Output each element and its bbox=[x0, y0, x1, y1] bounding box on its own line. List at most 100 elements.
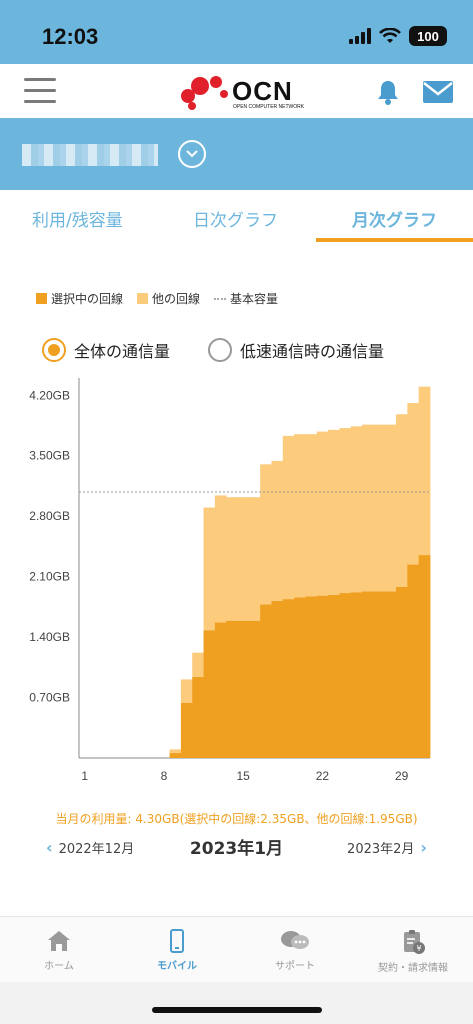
bar-other-line bbox=[328, 429, 340, 595]
bar-selected-line bbox=[260, 604, 272, 758]
bar-other-line bbox=[396, 414, 408, 587]
nav-support-label: サポート bbox=[275, 961, 315, 972]
bar-selected-line bbox=[373, 591, 386, 758]
x-tick-label: 1 bbox=[81, 769, 88, 783]
x-tick-label: 8 bbox=[161, 769, 168, 783]
billing-icon: ¥ bbox=[404, 930, 425, 954]
y-tick-label: 0.70GB bbox=[29, 691, 70, 705]
next-month-label: 2023年2月 bbox=[347, 842, 415, 857]
y-tick-label: 2.80GB bbox=[29, 509, 70, 523]
radio-button-total[interactable] bbox=[42, 338, 66, 362]
bar-selected-line bbox=[271, 600, 284, 758]
bar-selected-line bbox=[192, 676, 204, 758]
prev-month-label: 2022年12月 bbox=[58, 842, 135, 857]
traffic-type-radio-group: 全体の通信量 低速通信時の通信量 bbox=[42, 338, 422, 362]
bar-selected-line bbox=[169, 752, 182, 758]
bar-other-line bbox=[350, 426, 363, 593]
status-bar: 12:03 100 bbox=[0, 0, 473, 64]
chevron-down-icon[interactable] bbox=[178, 140, 206, 168]
bar-other-line bbox=[226, 497, 238, 621]
x-tick-label: 29 bbox=[395, 769, 409, 783]
prev-month-button[interactable]: ‹ 2022年12月 bbox=[40, 838, 134, 857]
bar-other-line bbox=[294, 434, 306, 598]
next-month-button[interactable]: 2023年2月 › bbox=[347, 838, 433, 857]
support-chat-icon bbox=[281, 931, 309, 949]
bar-other-line bbox=[192, 652, 204, 677]
radio-low-speed-traffic[interactable]: 低速通信時の通信量 bbox=[208, 338, 384, 362]
bar-other-line bbox=[237, 497, 250, 621]
tab-usage-remaining[interactable]: 利用/残容量 bbox=[32, 211, 123, 231]
bar-other-line bbox=[180, 679, 193, 703]
bar-selected-line bbox=[328, 594, 340, 758]
home-icon bbox=[48, 931, 70, 951]
nav-mobile[interactable]: モバイル bbox=[118, 929, 236, 972]
nav-home-label: ホーム bbox=[44, 961, 74, 972]
nav-home[interactable]: ホーム bbox=[0, 929, 118, 972]
wifi-icon bbox=[379, 28, 401, 43]
x-tick-label: 22 bbox=[316, 769, 330, 783]
bar-selected-line bbox=[396, 587, 408, 758]
mobile-icon bbox=[170, 929, 184, 953]
chevron-left-icon: ‹ bbox=[46, 838, 53, 857]
mail-icon[interactable] bbox=[422, 80, 454, 104]
ocn-logo: OCN OPEN COMPUTER NETWORK bbox=[178, 72, 308, 112]
nav-mobile-label: モバイル bbox=[157, 961, 197, 972]
bar-other-line bbox=[169, 749, 182, 753]
legend-label-selected: 選択中の回線 bbox=[51, 292, 124, 306]
month-navigation: ‹ 2022年12月 2023年1月 2023年2月 › bbox=[0, 832, 473, 862]
chart-legend: 選択中の回線 他の回線 基本容量 bbox=[36, 290, 292, 307]
radio-total-traffic[interactable]: 全体の通信量 bbox=[42, 338, 170, 362]
bar-selected-line bbox=[305, 596, 318, 758]
tab-daily-graph[interactable]: 日次グラフ bbox=[193, 211, 278, 231]
bar-selected-line bbox=[339, 593, 352, 758]
bottom-navigation: ホーム モバイル サポート ¥ 契約・請求情報 bbox=[0, 916, 473, 982]
account-name-redacted bbox=[22, 144, 158, 166]
legend-swatch-other bbox=[137, 293, 149, 304]
svg-text:¥: ¥ bbox=[416, 944, 421, 953]
bar-selected-line bbox=[226, 620, 238, 758]
status-icons: 100 bbox=[349, 26, 447, 46]
logo-subtitle: OPEN COMPUTER NETWORK bbox=[233, 104, 305, 110]
radio-button-low-speed[interactable] bbox=[208, 338, 233, 362]
bar-other-line bbox=[271, 460, 284, 601]
bar-other-line bbox=[418, 386, 431, 556]
bar-selected-line bbox=[237, 620, 250, 758]
tab-monthly-graph[interactable]: 月次グラフ bbox=[352, 211, 437, 231]
bar-selected-line bbox=[180, 702, 193, 758]
nav-support[interactable]: サポート bbox=[236, 929, 354, 972]
logo-word: OCN bbox=[232, 76, 293, 106]
bell-icon[interactable] bbox=[374, 78, 402, 106]
bar-selected-line bbox=[316, 595, 329, 758]
legend-base: 基本容量 bbox=[214, 290, 278, 307]
nav-billing[interactable]: ¥ 契約・請求情報 bbox=[354, 929, 472, 974]
monthly-usage-summary: 当月の利用量: 4.30GB(選択中の回線:2.35GB、他の回線:1.95GB… bbox=[55, 812, 418, 826]
signal-icon bbox=[349, 28, 371, 44]
y-tick-label: 3.50GB bbox=[29, 449, 70, 463]
y-tick-label: 4.20GB bbox=[29, 388, 70, 402]
home-indicator[interactable] bbox=[152, 1007, 322, 1013]
bar-other-line bbox=[407, 403, 420, 565]
bar-selected-line bbox=[407, 564, 420, 758]
menu-icon[interactable] bbox=[24, 78, 56, 104]
bar-selected-line bbox=[384, 591, 397, 758]
home-indicator-area bbox=[0, 982, 473, 1024]
bar-other-line bbox=[214, 495, 227, 623]
bar-selected-line bbox=[248, 620, 261, 758]
x-tick-label: 15 bbox=[237, 769, 251, 783]
battery-icon: 100 bbox=[409, 26, 447, 46]
legend-other: 他の回線 bbox=[137, 290, 200, 307]
y-tick-label: 1.40GB bbox=[29, 630, 70, 644]
active-tab-indicator bbox=[316, 238, 473, 242]
bar-selected-line bbox=[362, 591, 374, 758]
bar-other-line bbox=[203, 507, 216, 631]
bar-selected-line bbox=[282, 599, 295, 758]
radio-label-low-speed: 低速通信時の通信量 bbox=[240, 342, 385, 361]
bar-other-line bbox=[260, 464, 272, 605]
bar-other-line bbox=[384, 424, 397, 592]
bar-selected-line bbox=[203, 630, 216, 758]
bar-other-line bbox=[282, 435, 295, 600]
ocn-logo-mark bbox=[181, 76, 228, 110]
bar-other-line bbox=[339, 428, 352, 594]
bar-selected-line bbox=[294, 597, 306, 758]
legend-label-base: 基本容量 bbox=[230, 292, 279, 306]
